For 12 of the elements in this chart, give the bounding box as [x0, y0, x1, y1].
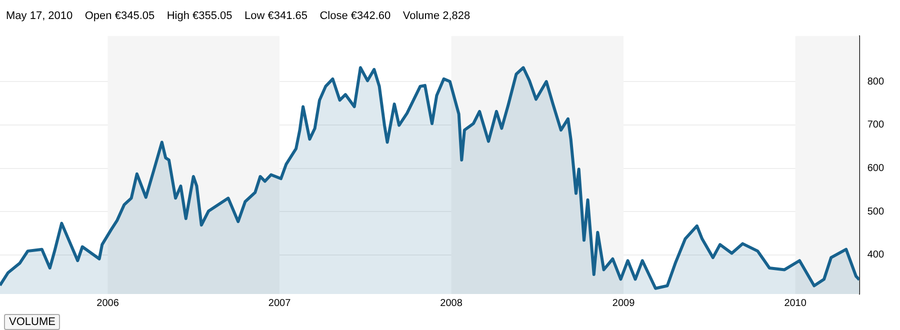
chart-title: May 17, 2010 Open €345.05 High €355.05 Low €341.65 Close €342.60 Volume 2,828	[6, 10, 470, 22]
y-tick-label: 600	[867, 163, 884, 174]
x-tick-label: 2010	[784, 298, 807, 309]
y-tick-label: 400	[867, 250, 884, 261]
x-tick-label: 2007	[268, 298, 292, 309]
y-tick-label: 500	[867, 206, 884, 218]
y-tick-label: 700	[867, 120, 884, 131]
text: VOLUME	[4, 314, 60, 330]
x-tick-label: 2009	[612, 298, 636, 309]
x-tick-label: 2008	[440, 298, 463, 309]
x-tick-label: 2006	[96, 298, 120, 309]
y-tick-label: 800	[867, 76, 884, 88]
